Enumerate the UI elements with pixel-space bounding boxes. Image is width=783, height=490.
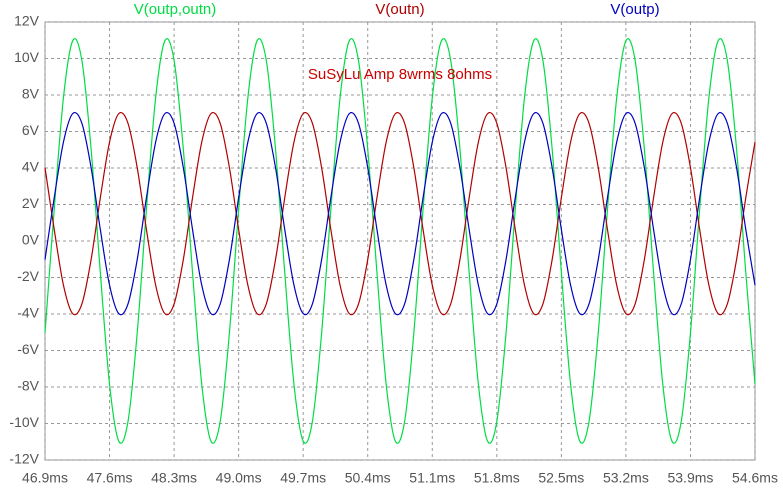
- y-tick-label: -4V: [17, 305, 39, 321]
- x-tick-label: 54.6ms: [732, 470, 778, 486]
- y-tick-label: 4V: [22, 159, 40, 175]
- x-tick-label: 49.7ms: [280, 470, 326, 486]
- x-tick-label: 51.1ms: [409, 470, 455, 486]
- y-tick-label: -10V: [9, 414, 39, 430]
- y-tick-label: 6V: [22, 122, 40, 138]
- x-tick-label: 53.2ms: [603, 470, 649, 486]
- legend-entry: V(outp,outn): [134, 1, 217, 18]
- legend-entry: V(outn): [375, 1, 424, 18]
- y-tick-label: -8V: [17, 378, 39, 394]
- x-tick-label: 46.9ms: [22, 470, 68, 486]
- y-tick-label: 10V: [14, 49, 40, 65]
- y-tick-label: -12V: [9, 451, 39, 467]
- x-tick-label: 47.6ms: [87, 470, 133, 486]
- x-tick-label: 49.0ms: [216, 470, 262, 486]
- series-line: [44, 111, 756, 316]
- x-tick-label: 52.5ms: [538, 470, 584, 486]
- annotation: SuSyLu Amp 8wrms 8ohms: [308, 66, 492, 83]
- series-line: [44, 111, 756, 316]
- x-tick-label: 50.4ms: [345, 470, 391, 486]
- y-tick-label: -6V: [17, 341, 39, 357]
- y-tick-label: 8V: [22, 86, 40, 102]
- y-tick-label: 12V: [14, 13, 40, 29]
- x-tick-label: 53.9ms: [667, 470, 713, 486]
- x-tick-label: 48.3ms: [151, 470, 197, 486]
- legend-entry: V(outp): [610, 1, 659, 18]
- y-tick-label: 2V: [22, 195, 40, 211]
- series-line: [44, 38, 756, 444]
- y-tick-label: 0V: [22, 232, 40, 248]
- x-tick-label: 51.8ms: [474, 470, 520, 486]
- y-tick-label: -2V: [17, 268, 39, 284]
